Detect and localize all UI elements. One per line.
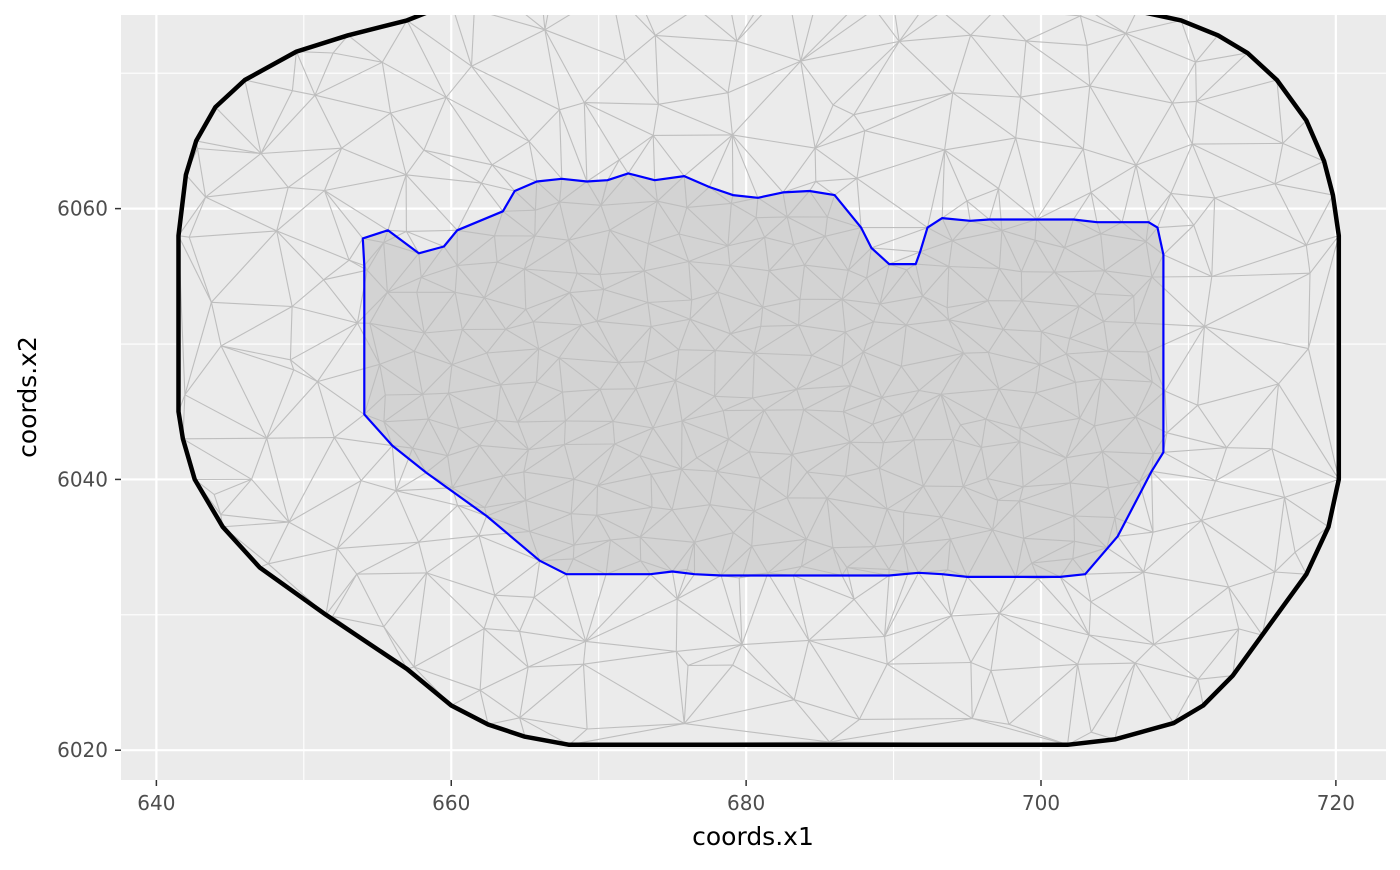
mesh-edge [815, 148, 816, 181]
mesh-edge [942, 8, 997, 11]
mesh-edge [1152, 277, 1212, 278]
x-tick-label: 640 [137, 791, 175, 815]
mesh-edge [451, 0, 495, 3]
mesh-edge [385, 394, 422, 395]
y-axis: 6020 6040 6060 [57, 197, 121, 763]
mesh-edge [697, 0, 717, 8]
x-tick-label: 680 [727, 791, 765, 815]
mesh-edge [573, 545, 574, 559]
mesh-edge [474, 0, 495, 10]
mesh-edge [451, 3, 474, 10]
y-axis-title: coords.x2 [13, 336, 42, 458]
mesh-edge [1192, 143, 1283, 144]
mesh-edge [1074, 516, 1075, 541]
mesh-edge [715, 351, 716, 397]
mesh-edge [682, 421, 683, 469]
mesh-edge [875, 6, 894, 9]
y-tick-label: 6020 [57, 738, 108, 762]
mesh-edge [1085, 8, 1137, 11]
x-tick-label: 720 [1317, 791, 1355, 815]
mesh-edge [628, 0, 697, 8]
x-axis: 640 660 680 700 720 [137, 780, 1355, 815]
x-tick-label: 660 [432, 791, 470, 815]
x-axis-title: coords.x1 [692, 822, 814, 851]
mesh-edge [923, 8, 942, 11]
mesh-edge [535, 210, 536, 236]
mesh-edge [923, 486, 963, 487]
mesh-edge [640, 537, 641, 561]
mesh-edge [183, 438, 267, 439]
mesh-edge [998, 500, 1020, 501]
mesh-edge [997, 8, 1081, 16]
mesh-edge [597, 486, 598, 516]
mesh-edge [653, 135, 732, 136]
mesh-edge [732, 135, 733, 195]
mesh-edge [1020, 429, 1021, 442]
y-tick-label: 6040 [57, 467, 108, 491]
mesh-edge [267, 438, 335, 439]
mesh-edge [564, 444, 614, 445]
mesh-edge [1080, 8, 1085, 16]
mesh-edge [864, 0, 894, 6]
x-tick-label: 700 [1022, 791, 1060, 815]
mesh-edge [864, 0, 875, 9]
mesh-edge [600, 389, 636, 390]
mesh-edge [894, 6, 924, 9]
y-tick-label: 6060 [57, 197, 108, 221]
mesh-edge [697, 0, 728, 8]
